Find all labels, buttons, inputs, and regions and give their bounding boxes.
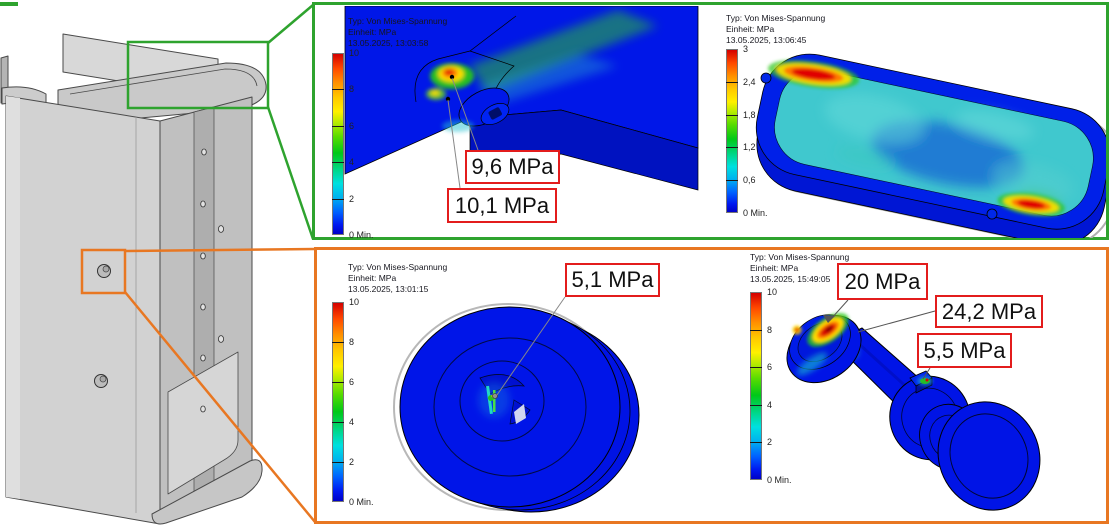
orange-detail-frame	[314, 247, 1109, 524]
colorbar-tick	[750, 404, 762, 406]
colorbar-tick	[332, 342, 344, 343]
colorbar-tick	[750, 367, 762, 369]
stress-annotation: 9,6 MPa	[465, 150, 560, 184]
fea-view-top-flange-corner: Typ: Von Mises-Spannung Einheit: MPa 13.…	[318, 6, 700, 240]
colorbar-label: 6	[349, 377, 355, 387]
colorbar-tick	[726, 114, 738, 116]
legend-unit: Einheit: MPa	[348, 27, 397, 37]
colorbar-label: 2	[349, 193, 355, 204]
orange-detail-region-marker	[80, 248, 127, 295]
colorbar-tick	[332, 462, 344, 463]
colorbar-gradient	[332, 302, 344, 502]
colorbar-label: 1,8	[743, 109, 756, 120]
colorbar-label: 6	[767, 362, 773, 373]
front-bolts	[94, 264, 111, 388]
stress-colorbar: 10 8 6 4 2 0 Min.	[332, 48, 374, 240]
colorbar-min-label: 0 Min.	[743, 208, 768, 218]
legend-timestamp: 13.05.2025, 15:49:05	[750, 274, 831, 284]
colorbar-tick	[332, 89, 344, 91]
colorbar-label: 8	[349, 84, 355, 95]
legend-type: Typ: Von Mises-Spannung	[750, 252, 850, 262]
fea-plot-disc-scene	[393, 296, 640, 513]
colorbar-tick	[726, 180, 738, 182]
colorbar-min-label: 0 Min.	[349, 497, 374, 507]
colorbar-label: 4	[349, 157, 355, 168]
stress-colorbar: 10 8 6 4 2 0 Min.	[332, 297, 374, 507]
colorbar-max-label: 10	[349, 48, 360, 58]
legend-block: Typ: Von Mises-Spannung Einheit: MPa 13.…	[348, 262, 447, 295]
colorbar-label: 2	[767, 437, 773, 448]
stress-annotation: 24,2 MPa	[935, 295, 1043, 328]
stress-annotation: 5,5 MPa	[917, 333, 1012, 368]
colorbar-label: 4	[767, 399, 773, 410]
stress-annotation: 20 MPa	[837, 263, 928, 300]
colorbar-label: 8	[349, 337, 355, 347]
colorbar-label: 1,2	[743, 142, 756, 153]
legend-block: Typ: Von Mises-Spannung Einheit: MPa 13.…	[750, 252, 849, 285]
fea-plot-plate-scene	[755, 53, 1106, 238]
legend-block: Typ: Von Mises-Spannung Einheit: MPa 13.…	[348, 16, 447, 49]
green-detail-region-marker	[126, 40, 270, 110]
colorbar-max-label: 10	[767, 287, 778, 297]
colorbar-tick	[332, 198, 344, 200]
colorbar-tick	[332, 382, 344, 383]
colorbar-min-label: 0 Min.	[349, 230, 374, 240]
colorbar-gradient	[332, 53, 344, 235]
colorbar-label: 2,4	[743, 76, 756, 87]
colorbar-tick	[726, 147, 738, 149]
legend-type: Typ: Von Mises-Spannung	[726, 13, 826, 23]
stress-colorbar: 10 8 6 4 2 0 Min.	[750, 287, 792, 485]
colorbar-label: 6	[349, 120, 355, 131]
colorbar-label: 8	[767, 324, 773, 335]
colorbar-tick	[332, 125, 344, 127]
colorbar-min-label: 0 Min.	[767, 475, 792, 485]
legend-timestamp: 13.05.2025, 13:03:58	[348, 38, 429, 48]
colorbar-tick	[726, 81, 738, 83]
colorbar-label: 2	[349, 457, 355, 467]
green-detail-frame	[312, 2, 1109, 240]
stress-annotation: 5,1 MPa	[565, 263, 660, 297]
legend-unit: Einheit: MPa	[348, 273, 397, 283]
stress-annotation: 10,1 MPa	[447, 188, 557, 223]
legend-timestamp: 13.05.2025, 13:06:45	[726, 35, 807, 45]
legend-unit: Einheit: MPa	[726, 24, 775, 34]
colorbar-tick	[750, 442, 762, 444]
colorbar-tick	[332, 422, 344, 423]
legend-type: Typ: Von Mises-Spannung	[348, 262, 448, 272]
legend-type: Typ: Von Mises-Spannung	[348, 16, 448, 26]
fea-view-bolt: Typ: Von Mises-Spannung Einheit: MPa 13.…	[712, 250, 1106, 521]
colorbar-tick	[750, 329, 762, 331]
colorbar-tick	[332, 162, 344, 164]
colorbar-label: 0,6	[743, 175, 756, 186]
colorbar-max-label: 3	[743, 44, 749, 54]
legend-timestamp: 13.05.2025, 13:01:15	[348, 284, 429, 294]
stress-colorbar: 3 2,4 1,8 1,2 0,6 0 Min.	[726, 44, 768, 218]
fea-plot-bolt-scene	[786, 299, 1041, 511]
fea-view-disc: Typ: Von Mises-Spannung Einheit: MPa 13.…	[318, 250, 710, 521]
fea-plot-corner-scene	[344, 6, 699, 191]
legend-unit: Einheit: MPa	[750, 263, 799, 273]
colorbar-label: 4	[349, 417, 355, 427]
legend-block: Typ: Von Mises-Spannung Einheit: MPa 13.…	[726, 13, 825, 46]
colorbar-gradient	[750, 292, 762, 480]
fea-view-top-flange-plate: Typ: Von Mises-Spannung Einheit: MPa 13.…	[700, 6, 1106, 238]
colorbar-gradient	[726, 49, 738, 213]
colorbar-max-label: 10	[349, 297, 360, 307]
